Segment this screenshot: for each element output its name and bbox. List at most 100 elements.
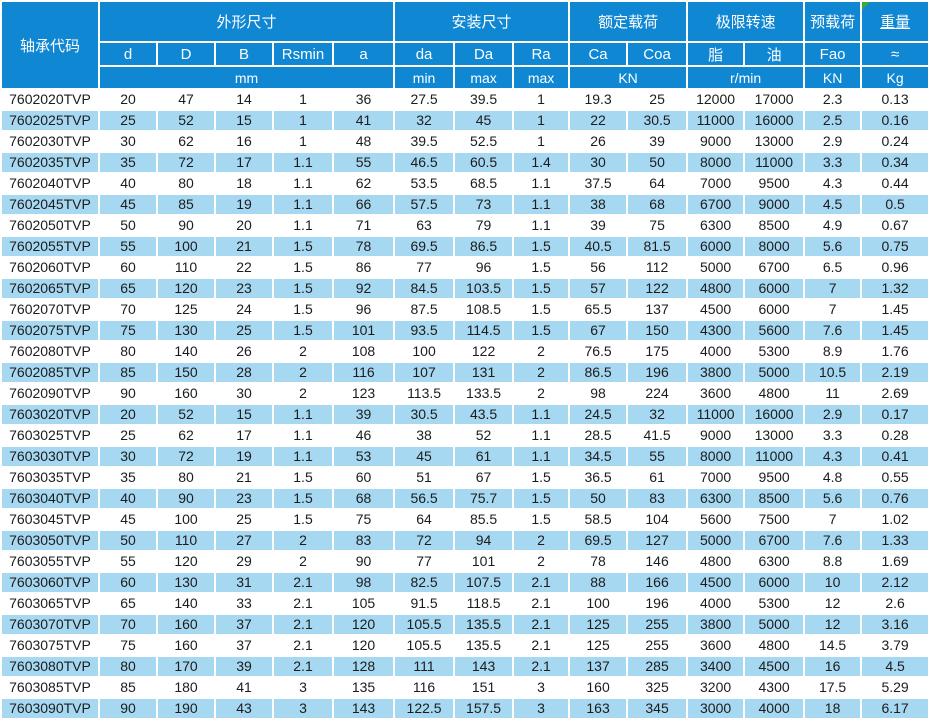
value-cell: 196	[628, 363, 687, 382]
value-cell: 60	[100, 573, 156, 592]
value-cell: 19	[216, 447, 272, 466]
table-row: 7602040TVP 40 80 18 1.1 62 53.5 68.5 1.1 37.5 64 70…	[2, 174, 929, 193]
value-cell: 94	[455, 531, 513, 550]
value-cell: 17	[216, 153, 272, 172]
value-cell: 4800	[745, 636, 804, 655]
table-row: 7603020TVP 20 52 15 1.1 39 30.5 43.5 1.1 24.5 32 11…	[2, 405, 929, 424]
table-row: 7602065TVP 65 120 23 1.5 92 84.5 103.5 1.5 57 122 4…	[2, 279, 929, 298]
value-cell: 135.5	[455, 615, 513, 634]
table-row: 7602055TVP 55 100 21 1.5 78 69.5 86.5 1.5 40.5 81.…	[2, 237, 929, 256]
value-cell: 1.5	[274, 489, 332, 508]
value-cell: 4500	[688, 300, 744, 319]
value-cell: 1.33	[862, 531, 929, 550]
value-cell: 2	[274, 363, 332, 382]
value-cell: 1.5	[274, 237, 332, 256]
value-cell: 35	[100, 468, 156, 487]
value-cell: 1.02	[862, 510, 929, 529]
table-row: 7603050TVP 50 110 27 2 83 72 94 2 69.5 127 5000 6700…	[2, 531, 929, 550]
value-cell: 1.1	[274, 426, 332, 445]
value-cell: 3	[274, 678, 332, 697]
value-cell: 135	[334, 678, 394, 697]
value-cell: 120	[334, 615, 394, 634]
header-col-approx: ≈	[862, 43, 929, 65]
value-cell: 2	[514, 531, 569, 550]
value-cell: 7500	[745, 510, 804, 529]
value-cell: 5600	[688, 510, 744, 529]
weight-link[interactable]: 重量	[880, 14, 911, 31]
value-cell: 25	[628, 90, 687, 109]
value-cell: 1.1	[274, 216, 332, 235]
value-cell: 17	[216, 426, 272, 445]
table-row: 7603085TVP 85 180 41 3 135 116 151 3 160 325 3200 43…	[2, 678, 929, 697]
header-group-preload: 预载荷	[805, 2, 861, 41]
value-cell: 65.5	[570, 300, 627, 319]
value-cell: 39.5	[455, 90, 513, 109]
bearing-code-cell: 7602070TVP	[2, 300, 98, 319]
value-cell: 7000	[688, 468, 744, 487]
value-cell: 150	[628, 321, 687, 340]
value-cell: 45	[100, 195, 156, 214]
value-cell: 12	[805, 615, 861, 634]
header-group-mounting: 安装尺寸	[395, 2, 569, 41]
value-cell: 25	[216, 510, 272, 529]
value-cell: 84.5	[395, 279, 454, 298]
value-cell: 46.5	[395, 153, 454, 172]
table-row: 7602045TVP 45 85 19 1.1 66 57.5 73 1.1 38 68 6700 90…	[2, 195, 929, 214]
value-cell: 43.5	[455, 405, 513, 424]
value-cell: 85	[158, 195, 214, 214]
value-cell: 17000	[745, 90, 804, 109]
value-cell: 50	[628, 153, 687, 172]
header-col-Ca: Ca	[570, 43, 627, 65]
value-cell: 113.5	[395, 384, 454, 403]
value-cell: 111	[395, 657, 454, 676]
header-group-dimensions: 外形尺寸	[100, 2, 394, 41]
header-col-a: a	[334, 43, 394, 65]
bearing-code-cell: 7603090TVP	[2, 699, 98, 718]
value-cell: 9000	[688, 426, 744, 445]
value-cell: 77	[395, 258, 454, 277]
header-group-weight[interactable]: 重量	[862, 2, 929, 41]
value-cell: 68	[628, 195, 687, 214]
bearing-code-cell: 7603030TVP	[2, 447, 98, 466]
header-col-grease: 脂	[688, 43, 744, 65]
value-cell: 32	[628, 405, 687, 424]
header-col-da: da	[395, 43, 454, 65]
value-cell: 122	[628, 279, 687, 298]
value-cell: 163	[570, 699, 627, 718]
bearing-code-cell: 7603055TVP	[2, 552, 98, 571]
value-cell: 107	[395, 363, 454, 382]
value-cell: 285	[628, 657, 687, 676]
value-cell: 4.3	[805, 447, 861, 466]
unit-preload-kn: KN	[805, 67, 861, 88]
value-cell: 53.5	[395, 174, 454, 193]
value-cell: 6000	[745, 279, 804, 298]
value-cell: 122	[455, 342, 513, 361]
value-cell: 1.32	[862, 279, 929, 298]
value-cell: 1	[274, 90, 332, 109]
value-cell: 1	[514, 111, 569, 130]
bearing-code-cell: 7602040TVP	[2, 174, 98, 193]
value-cell: 110	[158, 258, 214, 277]
value-cell: 104	[628, 510, 687, 529]
value-cell: 125	[570, 636, 627, 655]
value-cell: 11	[805, 384, 861, 403]
value-cell: 1.76	[862, 342, 929, 361]
value-cell: 105	[334, 594, 394, 613]
bearing-code-cell: 7602020TVP	[2, 90, 98, 109]
value-cell: 65	[100, 594, 156, 613]
value-cell: 0.44	[862, 174, 929, 193]
value-cell: 4800	[745, 384, 804, 403]
value-cell: 100	[395, 342, 454, 361]
value-cell: 0.96	[862, 258, 929, 277]
value-cell: 143	[455, 657, 513, 676]
value-cell: 23	[216, 489, 272, 508]
table-row: 7603070TVP 70 160 37 2.1 120 105.5 135.5 2.1 125 2…	[2, 615, 929, 634]
value-cell: 4800	[688, 279, 744, 298]
value-cell: 3	[274, 699, 332, 718]
value-cell: 20	[100, 405, 156, 424]
value-cell: 90	[334, 552, 394, 571]
value-cell: 7000	[688, 174, 744, 193]
value-cell: 2.9	[805, 405, 861, 424]
value-cell: 90	[100, 384, 156, 403]
value-cell: 33	[216, 594, 272, 613]
